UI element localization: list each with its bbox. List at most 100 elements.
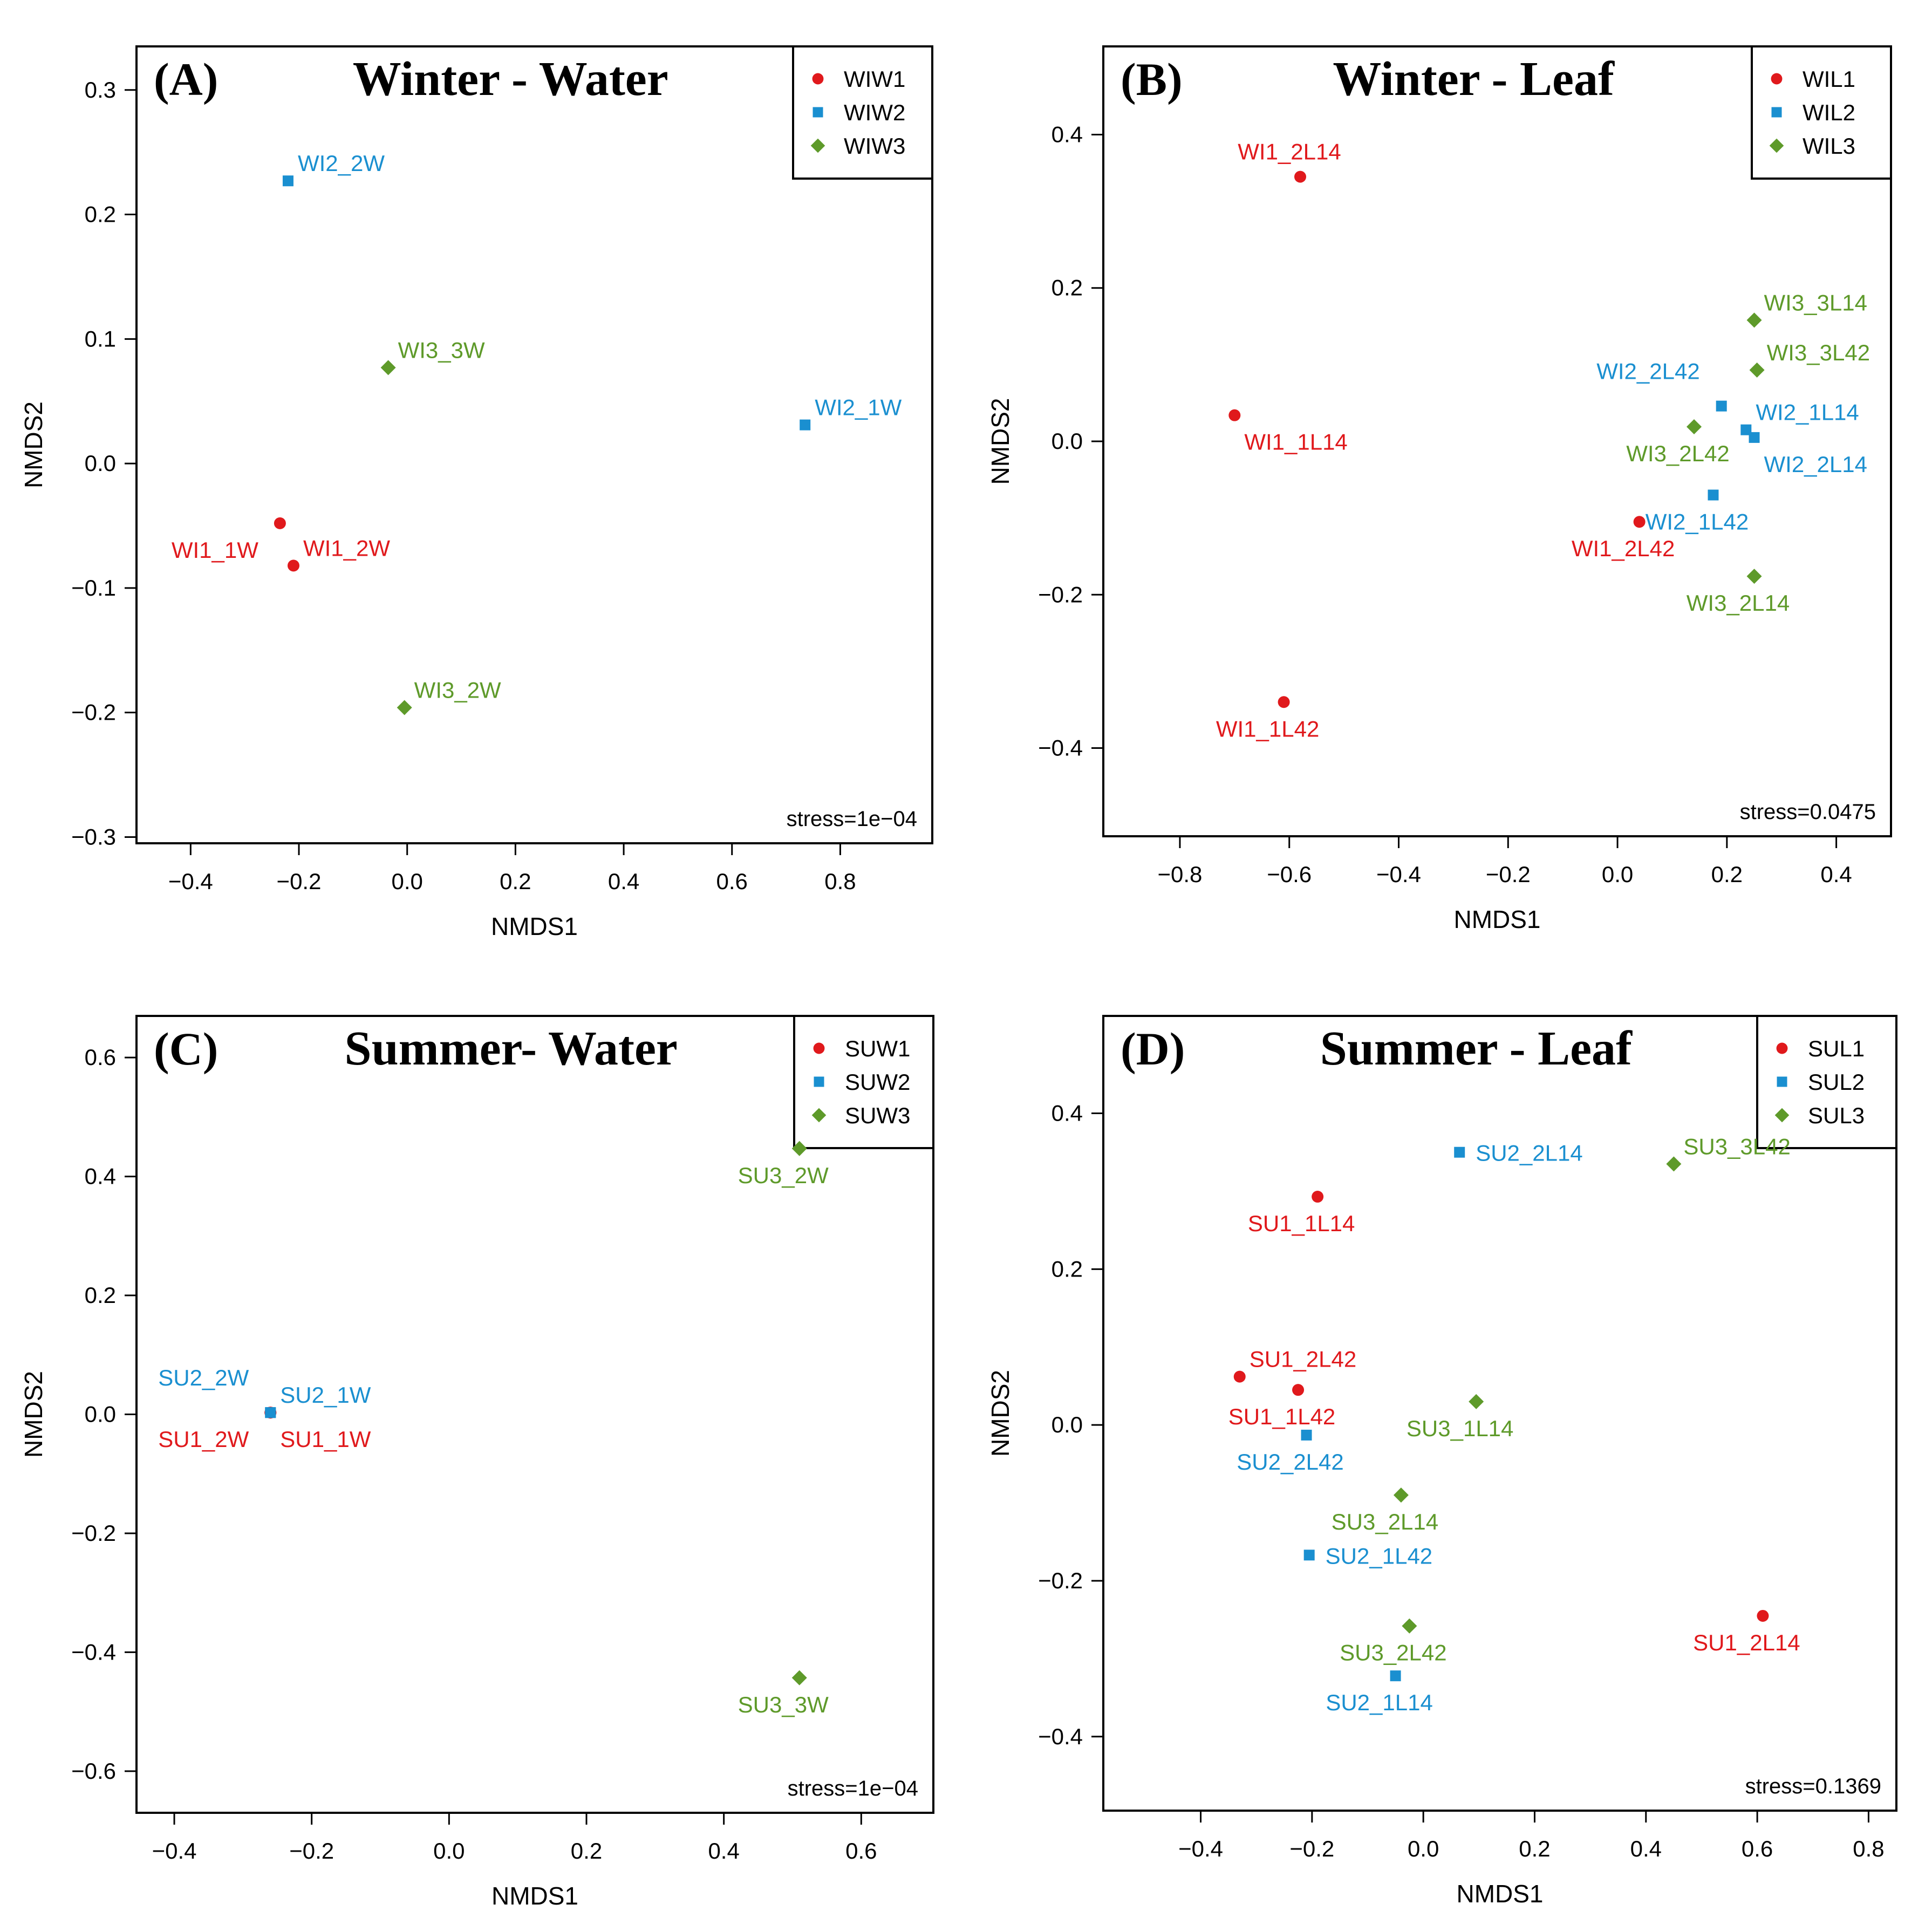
y-tick-label: −0.2 — [71, 700, 116, 725]
x-axis-title: NMDS1 — [1453, 905, 1540, 933]
data-point-group: SU3_2L42 — [1340, 1618, 1447, 1666]
x-axis-title: NMDS1 — [491, 912, 578, 940]
x-tick-label: −0.2 — [277, 869, 322, 894]
data-point-label: SU2_2W — [158, 1365, 249, 1390]
data-point-diamond — [1666, 1156, 1682, 1172]
y-tick-label: −0.1 — [71, 575, 116, 600]
x-tick-label: 0.2 — [571, 1838, 602, 1864]
data-point-group: WI2_2L14 — [1749, 432, 1867, 477]
data-point-group: SU2_1W — [265, 1382, 371, 1418]
legend-item-label: WIL3 — [1803, 133, 1855, 159]
plot-frame — [1102, 1015, 1897, 1812]
data-point-diamond — [1746, 569, 1762, 584]
legend-item-label: SUW2 — [845, 1069, 910, 1095]
panel-a-winter-water: −0.4 −0.2 0.0 0.2 0.4 0.6 0.8 −0.3 −0.2 −0.1 0.0 0.… — [19, 45, 933, 940]
y-tick-label: −0.3 — [71, 824, 116, 849]
y-tick-label: 0.0 — [1052, 1412, 1083, 1437]
data-point-group: WI1_1L14 — [1228, 409, 1348, 455]
legend-marker-square — [1777, 1076, 1787, 1087]
data-point-label: SU1_2L14 — [1693, 1630, 1800, 1655]
y-tick-label: 0.0 — [1052, 428, 1083, 454]
data-point-label: WI1_1W — [172, 537, 258, 563]
x-tick-label: 0.4 — [1820, 862, 1852, 887]
data-point-group: WI3_3L14 — [1746, 290, 1867, 328]
legend: SUW1 SUW2 SUW3 — [793, 1015, 934, 1149]
y-tick-label: −0.4 — [1038, 1724, 1083, 1749]
y-tick-label: 0.0 — [85, 1402, 116, 1427]
data-point-circle — [1633, 516, 1646, 528]
y-axis-title: NMDS2 — [986, 1370, 1014, 1457]
legend: WIW1 WIW2 WIW3 — [792, 45, 933, 180]
data-point-label: SU3_2L14 — [1332, 1509, 1439, 1534]
data-point-circle — [287, 559, 299, 572]
y-tick-label: 0.2 — [85, 202, 116, 227]
legend-marker-diamond — [1774, 1108, 1790, 1123]
legend-item-label: WIL1 — [1803, 66, 1855, 92]
data-point-square — [1708, 489, 1719, 501]
panel-label: (B) — [1121, 53, 1183, 105]
data-point-group: SU1_2L14 — [1693, 1609, 1800, 1655]
legend-marker-circle — [1771, 73, 1783, 85]
data-point-label: WI2_1W — [815, 395, 902, 420]
data-point-square — [1303, 1550, 1315, 1561]
y-tick-label: −0.2 — [1038, 1568, 1083, 1593]
y-tick-label: −0.4 — [71, 1639, 116, 1664]
plot-frame — [135, 45, 933, 844]
data-point-circle — [274, 517, 286, 529]
data-point-group: SU3_3W — [738, 1670, 829, 1717]
data-point-label: SU3_2W — [738, 1163, 829, 1188]
x-axis-title: NMDS1 — [1456, 1880, 1543, 1908]
data-point-diamond — [1749, 362, 1765, 378]
data-point-circle — [1278, 696, 1290, 708]
x-tick-label: 0.4 — [608, 869, 639, 894]
x-tick-label: 0.2 — [1519, 1836, 1550, 1861]
x-tick-label: 0.6 — [716, 869, 748, 894]
data-point-label: SU1_2L42 — [1250, 1347, 1357, 1372]
x-tick-label: 0.2 — [500, 869, 531, 894]
data-point-group: WI1_1L42 — [1216, 696, 1319, 741]
x-tick-label: −0.4 — [152, 1838, 197, 1864]
x-tick-label: −0.4 — [1178, 1836, 1223, 1861]
legend-item-label: WIL2 — [1803, 100, 1855, 125]
data-point-circle — [1757, 1609, 1769, 1622]
legend-marker-circle — [1776, 1042, 1788, 1054]
x-tick-label: 0.0 — [1602, 862, 1633, 887]
data-point-label: SU2_1W — [280, 1382, 371, 1408]
data-point-label: SU3_1L14 — [1407, 1416, 1514, 1441]
data-point-label: WI3_3W — [398, 337, 485, 363]
data-point-diamond — [1746, 312, 1762, 328]
panel-title: Summer - Leaf — [1320, 1022, 1633, 1075]
data-point-label: SU3_3W — [738, 1692, 829, 1717]
data-point-group: SU3_1L14 — [1407, 1394, 1514, 1441]
data-point-group: WI3_2L14 — [1687, 569, 1790, 616]
data-point-group: WI2_2L42 — [1596, 359, 1727, 412]
data-point-group: SU1_1L42 — [1228, 1384, 1335, 1429]
data-point-group: SU3_3L42 — [1666, 1134, 1791, 1172]
data-point-diamond — [1402, 1618, 1417, 1634]
data-point-group: WI3_2W — [397, 677, 501, 715]
data-point-label: WI3_2L42 — [1626, 441, 1729, 466]
y-axis-title: NMDS2 — [986, 398, 1014, 484]
x-tick-label: 0.6 — [1742, 1836, 1773, 1861]
data-point-group: SU2_1L14 — [1326, 1670, 1433, 1715]
legend-item-label: SUL3 — [1808, 1103, 1865, 1128]
panel-b-winter-leaf: −0.8 −0.6 −0.4 −0.2 0.0 0.2 0.4 −0.4 −0.2 0.0 0.2 0… — [986, 45, 1892, 933]
y-tick-label: 0.1 — [85, 326, 116, 351]
y-tick-label: 0.4 — [85, 1164, 116, 1189]
data-point-group: WI3_3L42 — [1749, 340, 1870, 378]
data-point-label: SU2_1L42 — [1326, 1543, 1433, 1568]
x-tick-label: 0.6 — [845, 1838, 877, 1864]
y-tick-label: 0.0 — [85, 451, 116, 476]
legend-marker-diamond — [1769, 138, 1784, 153]
y-tick-label: −0.4 — [1038, 735, 1083, 761]
data-point-label: WI1_2L42 — [1572, 536, 1675, 561]
legend-marker-square — [1771, 107, 1782, 118]
legend-marker-diamond — [810, 138, 825, 153]
data-point-group: WI3_2L42 — [1626, 419, 1730, 466]
y-tick-label: 0.3 — [85, 77, 116, 103]
data-point-label: SU3_3L42 — [1683, 1134, 1791, 1159]
data-point-group: WI3_3W — [380, 337, 485, 376]
data-point-square — [1454, 1146, 1465, 1158]
y-axis-title: NMDS2 — [19, 401, 47, 488]
legend-item-label: WIW2 — [844, 100, 905, 125]
